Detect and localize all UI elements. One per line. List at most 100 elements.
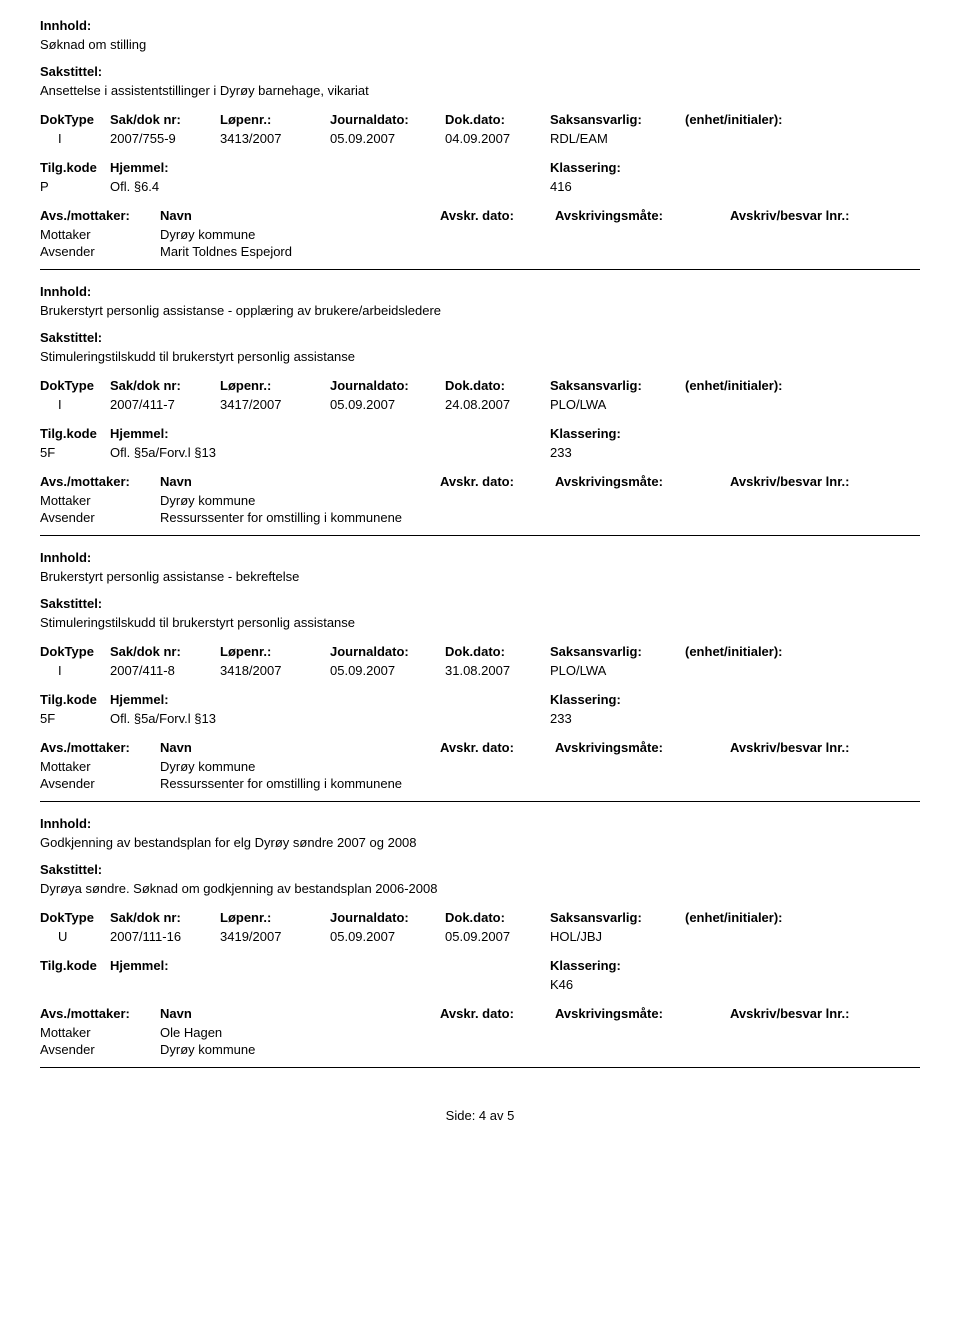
mottaker-row: Mottaker Ole Hagen — [40, 1025, 920, 1040]
tilgkode-header: Tilg.kode — [40, 160, 110, 175]
avsender-row: Avsender Marit Toldnes Espejord — [40, 244, 920, 259]
sakdok-value: 2007/111-16 — [110, 929, 220, 944]
avs-row-headers: Avs./mottaker: Navn Avskr. dato: Avskriv… — [40, 1006, 920, 1021]
innhold-label: Innhold: — [40, 816, 920, 831]
hjemmel-header: Hjemmel: — [110, 692, 550, 707]
tilg-row-values: 5F Ofl. §5a/Forv.l §13 233 — [40, 445, 920, 460]
innhold-text: Søknad om stilling — [40, 37, 920, 52]
avskrmate-header: Avskrivingsmåte: — [555, 474, 730, 489]
doktype-value: I — [40, 397, 110, 412]
avskrlnr-header: Avskriv/besvar lnr.: — [730, 740, 920, 755]
klassering-value: 233 — [550, 711, 920, 726]
lopenr-value: 3417/2007 — [220, 397, 330, 412]
dokdato-header: Dok.dato: — [445, 378, 550, 393]
entry-divider — [40, 535, 920, 536]
lopenr-value: 3413/2007 — [220, 131, 330, 146]
journaldato-value: 05.09.2007 — [330, 397, 445, 412]
sakdok-value: 2007/755-9 — [110, 131, 220, 146]
page-footer: Side: 4 av 5 — [40, 1108, 920, 1123]
navn-header: Navn — [160, 474, 440, 489]
sakstittel-label: Sakstittel: — [40, 330, 920, 345]
journal-entry: Innhold: Brukerstyrt personlig assistans… — [40, 284, 920, 536]
lopenr-value: 3418/2007 — [220, 663, 330, 678]
sakdok-header: Sak/dok nr: — [110, 910, 220, 925]
avsender-row: Avsender Ressurssenter for omstilling i … — [40, 510, 920, 525]
doc-row-headers: DokType Sak/dok nr: Løpenr.: Journaldato… — [40, 112, 920, 127]
sakstittel-label: Sakstittel: — [40, 64, 920, 79]
klassering-header: Klassering: — [550, 958, 920, 973]
dokdato-header: Dok.dato: — [445, 644, 550, 659]
sakdok-header: Sak/dok nr: — [110, 112, 220, 127]
hjemmel-value: Ofl. §5a/Forv.l §13 — [110, 711, 550, 726]
tilg-row-headers: Tilg.kode Hjemmel: Klassering: — [40, 426, 920, 441]
avskrlnr-header: Avskriv/besvar lnr.: — [730, 474, 920, 489]
avsender-label: Avsender — [40, 510, 160, 525]
entry-divider — [40, 1067, 920, 1068]
avsmottaker-header: Avs./mottaker: — [40, 208, 160, 223]
avsender-label: Avsender — [40, 244, 160, 259]
enhet-value — [685, 131, 920, 146]
klassering-header: Klassering: — [550, 426, 920, 441]
doktype-header: DokType — [40, 112, 110, 127]
avsender-label: Avsender — [40, 1042, 160, 1057]
sakdok-header: Sak/dok nr: — [110, 378, 220, 393]
journal-entry: Innhold: Brukerstyrt personlig assistans… — [40, 550, 920, 802]
tilg-row-values: P Ofl. §6.4 416 — [40, 179, 920, 194]
doc-row-headers: DokType Sak/dok nr: Løpenr.: Journaldato… — [40, 910, 920, 925]
enhet-header: (enhet/initialer): — [685, 910, 920, 925]
navn-header: Navn — [160, 208, 440, 223]
innhold-label: Innhold: — [40, 284, 920, 299]
doc-row-values: I 2007/755-9 3413/2007 05.09.2007 04.09.… — [40, 131, 920, 146]
avsmottaker-header: Avs./mottaker: — [40, 474, 160, 489]
klassering-header: Klassering: — [550, 160, 920, 175]
sakstittel-text: Stimuleringstilskudd til brukerstyrt per… — [40, 349, 920, 364]
dokdato-value: 05.09.2007 — [445, 929, 550, 944]
doktype-header: DokType — [40, 644, 110, 659]
lopenr-header: Løpenr.: — [220, 378, 330, 393]
mottaker-row: Mottaker Dyrøy kommune — [40, 493, 920, 508]
hjemmel-header: Hjemmel: — [110, 426, 550, 441]
tilgkode-header: Tilg.kode — [40, 958, 110, 973]
mottaker-name: Ole Hagen — [160, 1025, 440, 1040]
doktype-value: U — [40, 929, 110, 944]
dokdato-header: Dok.dato: — [445, 112, 550, 127]
journaldato-header: Journaldato: — [330, 644, 445, 659]
tilgkode-header: Tilg.kode — [40, 426, 110, 441]
avsmottaker-header: Avs./mottaker: — [40, 1006, 160, 1021]
enhet-header: (enhet/initialer): — [685, 644, 920, 659]
innhold-label: Innhold: — [40, 18, 920, 33]
doc-row-values: I 2007/411-7 3417/2007 05.09.2007 24.08.… — [40, 397, 920, 412]
klassering-value: K46 — [550, 977, 920, 992]
avskrlnr-header: Avskriv/besvar lnr.: — [730, 1006, 920, 1021]
tilg-row-headers: Tilg.kode Hjemmel: Klassering: — [40, 958, 920, 973]
avsender-row: Avsender Dyrøy kommune — [40, 1042, 920, 1057]
sakstittel-label: Sakstittel: — [40, 862, 920, 877]
mottaker-label: Mottaker — [40, 227, 160, 242]
sakdok-value: 2007/411-7 — [110, 397, 220, 412]
mottaker-label: Mottaker — [40, 1025, 160, 1040]
lopenr-header: Løpenr.: — [220, 112, 330, 127]
sakstittel-text: Dyrøya søndre. Søknad om godkjenning av … — [40, 881, 920, 896]
saksansvarlig-value: RDL/EAM — [550, 131, 685, 146]
hjemmel-value — [110, 977, 550, 992]
doc-row-headers: DokType Sak/dok nr: Løpenr.: Journaldato… — [40, 378, 920, 393]
sakstittel-label: Sakstittel: — [40, 596, 920, 611]
avs-row-headers: Avs./mottaker: Navn Avskr. dato: Avskriv… — [40, 474, 920, 489]
innhold-text: Brukerstyrt personlig assistanse - opplæ… — [40, 303, 920, 318]
sakstittel-text: Stimuleringstilskudd til brukerstyrt per… — [40, 615, 920, 630]
avskrmate-header: Avskrivingsmåte: — [555, 208, 730, 223]
avsender-row: Avsender Ressurssenter for omstilling i … — [40, 776, 920, 791]
journaldato-value: 05.09.2007 — [330, 663, 445, 678]
doc-row-values: U 2007/111-16 3419/2007 05.09.2007 05.09… — [40, 929, 920, 944]
tilgkode-value — [40, 977, 110, 992]
sakdok-value: 2007/411-8 — [110, 663, 220, 678]
avskrdato-header: Avskr. dato: — [440, 208, 555, 223]
doc-row-headers: DokType Sak/dok nr: Løpenr.: Journaldato… — [40, 644, 920, 659]
doktype-value: I — [40, 663, 110, 678]
tilg-row-values: 5F Ofl. §5a/Forv.l §13 233 — [40, 711, 920, 726]
dokdato-header: Dok.dato: — [445, 910, 550, 925]
saksansvarlig-header: Saksansvarlig: — [550, 378, 685, 393]
avskrmate-header: Avskrivingsmåte: — [555, 1006, 730, 1021]
hjemmel-header: Hjemmel: — [110, 958, 550, 973]
tilg-row-headers: Tilg.kode Hjemmel: Klassering: — [40, 160, 920, 175]
